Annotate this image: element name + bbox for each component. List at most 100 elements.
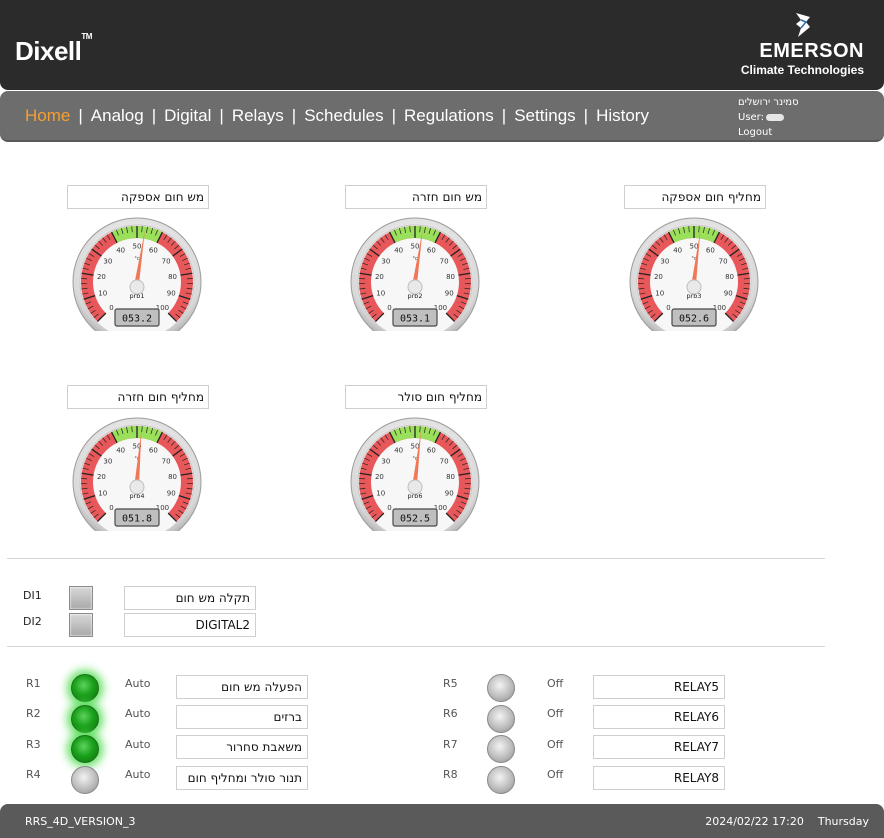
gauge-tick-label: 90: [724, 290, 733, 298]
gauge-tick-label: 100: [156, 504, 169, 512]
gauge-tick: [404, 226, 406, 233]
gauge-tick: [183, 462, 190, 466]
gauge-tick: [712, 229, 715, 236]
gauge-tick-label: 50: [133, 443, 142, 451]
gauge-tick: [698, 226, 700, 233]
gauge-tick: [655, 240, 661, 246]
gauge-tick-label: 100: [156, 304, 169, 312]
gauge-tick: [419, 226, 421, 233]
gauge-tick-label: 70: [440, 257, 449, 265]
gauge-tick: [102, 237, 107, 243]
gauge-tick: [182, 301, 189, 305]
footer-datetime: 2024/02/22 17:20 Thursday: [705, 815, 869, 828]
gauge-tick-label: 80: [168, 273, 177, 281]
gauge-tick-label: 70: [440, 457, 449, 465]
gauge-tick: [366, 253, 373, 257]
relay-r8-lamp: [487, 766, 515, 794]
nav-relays[interactable]: Relays: [231, 106, 284, 125]
gauge-tick-label: 50: [411, 443, 420, 451]
gauge-tick: [441, 434, 446, 440]
gauge-tick: [742, 292, 749, 295]
relay-r2-label: R2: [26, 707, 41, 720]
nav-regulations[interactable]: Regulations: [404, 106, 494, 125]
gauge-tick: [167, 437, 172, 443]
footer-bar: RRS_4D_VERSION_3 2024/02/22 17:20 Thursd…: [0, 804, 884, 838]
relay-r7-label: R7: [443, 738, 458, 751]
gauge-tick: [737, 305, 744, 310]
gauge-tick: [126, 426, 128, 433]
gauge-tick: [372, 444, 378, 450]
gauge-tick: [155, 229, 158, 236]
gauge-tick: [180, 305, 187, 310]
gauge-tick: [178, 309, 184, 314]
nav-digital[interactable]: Digital: [164, 106, 212, 125]
nav-history[interactable]: History: [596, 106, 649, 125]
gauge-tick: [739, 301, 746, 305]
gauge-tick: [457, 453, 464, 457]
gauge-tick: [371, 513, 377, 518]
relay-r8-label: R8: [443, 768, 458, 781]
gauge-tick: [167, 512, 178, 523]
gauge-tick-label: 60: [427, 446, 436, 454]
gauge-title: מש חום אספקה: [67, 185, 209, 209]
gauge-tick: [82, 492, 89, 495]
gauge-probe-label: prb4: [129, 492, 144, 500]
gauge-tick-label: 50: [411, 243, 420, 251]
gauge-tick-label: 20: [97, 473, 106, 481]
gauge-tick: [146, 226, 148, 233]
gauge-tick: [170, 240, 176, 246]
logout-link[interactable]: Logout: [738, 127, 773, 138]
gauge-tick: [651, 244, 657, 250]
gauge-tick: [369, 448, 380, 457]
nav-settings[interactable]: Settings: [514, 106, 576, 125]
gauge-tick: [388, 431, 396, 444]
gauge-tick: [84, 262, 91, 266]
gauge-tick: [186, 487, 193, 490]
nav-home[interactable]: Home: [25, 106, 71, 125]
gauge-tick: [167, 237, 172, 243]
gauge-tick: [359, 272, 372, 276]
gauge-tick: [735, 294, 748, 300]
gauge-tick: [174, 444, 180, 450]
gauge-tick: [87, 305, 94, 310]
relay-r7-mode: Off: [547, 738, 564, 751]
gauge-tick: [376, 240, 382, 246]
gauge-needle: [691, 230, 701, 288]
gauge-tick: [450, 248, 461, 257]
gauge-tick: [384, 434, 389, 440]
gauge-tick: [683, 226, 685, 233]
gauge-tick-label: 40: [394, 246, 403, 254]
gauge-tick: [372, 244, 378, 250]
gauge-tick: [175, 513, 181, 518]
gauge-tick: [360, 267, 367, 270]
gauge-tick: [360, 492, 367, 495]
gauge-tick: [186, 287, 193, 290]
nav-schedules[interactable]: Schedules: [304, 106, 384, 125]
relay-r4-lamp: [71, 766, 99, 794]
gauge-tick: [736, 253, 743, 257]
gauge-tick: [376, 440, 382, 446]
gauge-tick: [735, 309, 741, 314]
gauge-tick: [82, 292, 89, 295]
gauge-tick: [86, 257, 92, 262]
gauge-tick: [452, 244, 458, 250]
gauge-tick-label: 40: [673, 246, 682, 254]
gauge-tick: [178, 509, 184, 514]
gauge-tick: [155, 429, 158, 436]
gauge-title: מחליף חום אספקה: [624, 185, 766, 209]
user-line: User:: [738, 110, 799, 125]
dixell-logo: DixellTM: [15, 32, 92, 66]
gauge-unit: °c: [134, 456, 140, 462]
firmware-version: RRS_4D_VERSION_3: [25, 815, 136, 828]
relay-r5-lamp: [487, 674, 515, 702]
gauge-tick: [374, 512, 385, 523]
gauge-tick-label: 0: [666, 304, 670, 312]
gauge-tick: [453, 513, 459, 518]
gauge-tick: [737, 272, 750, 276]
nav-analog[interactable]: Analog: [90, 106, 144, 125]
gauge-tick: [707, 228, 710, 235]
gauge-tick: [182, 501, 189, 505]
gauge-tick: [460, 301, 467, 305]
gauge-tick: [703, 226, 705, 233]
gauge-tick: [441, 234, 446, 240]
